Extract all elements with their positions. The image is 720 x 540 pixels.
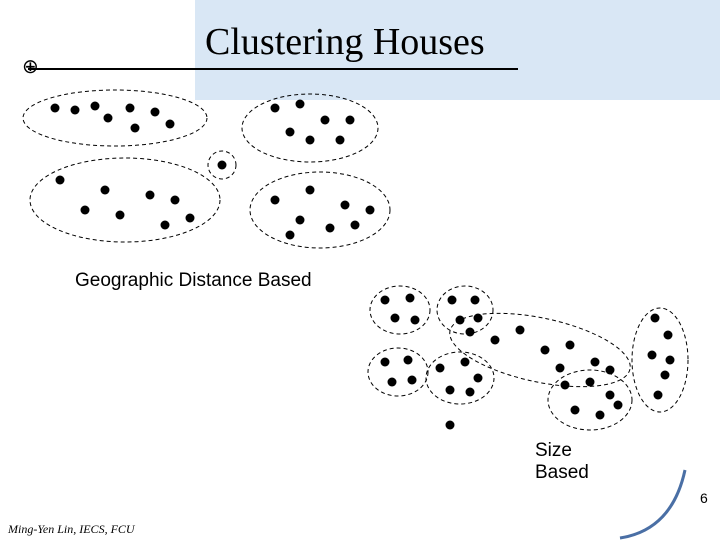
- swoosh-decoration-icon: [0, 0, 720, 540]
- swoosh-path: [620, 470, 685, 538]
